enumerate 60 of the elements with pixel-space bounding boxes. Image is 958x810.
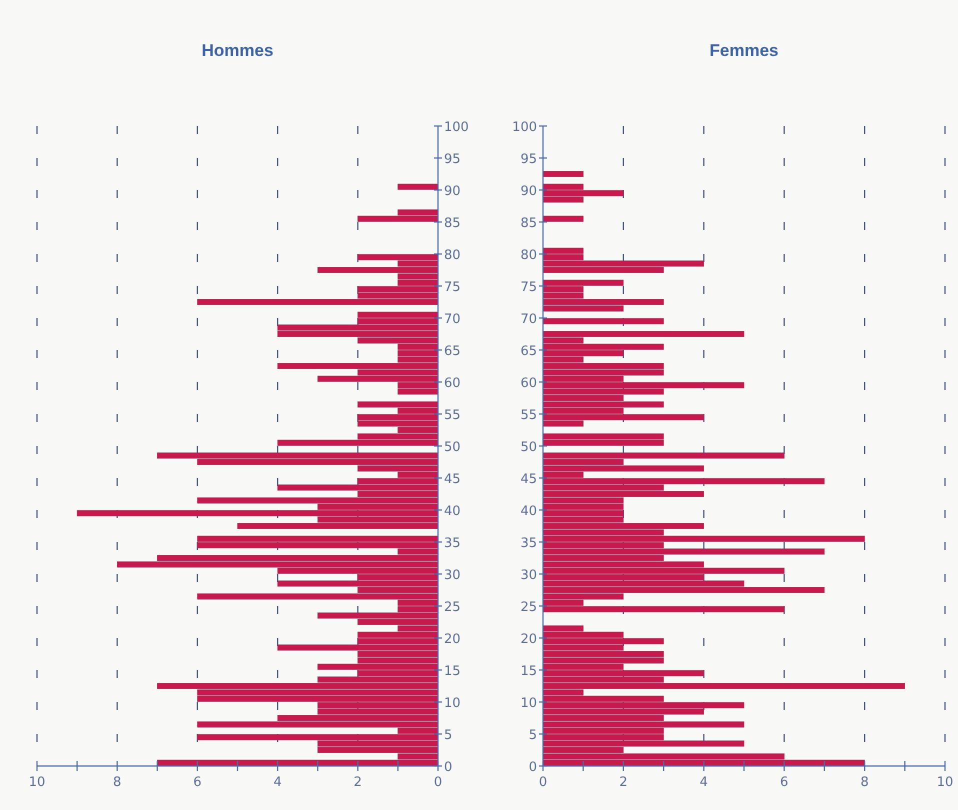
y-tick-label: 90 xyxy=(520,184,537,199)
y-tick-label: 0 xyxy=(528,760,537,775)
y-tick-label: 15 xyxy=(520,664,537,679)
x-tick-label: 0 xyxy=(538,775,548,790)
x-tick-label: 10 xyxy=(936,775,954,790)
y-tick-label: 60 xyxy=(520,376,537,391)
y-tick-label: 25 xyxy=(444,600,461,615)
y-tick-label: 100 xyxy=(512,120,537,135)
bar xyxy=(398,184,438,190)
x-tick-label: 6 xyxy=(780,775,788,790)
y-tick-label: 95 xyxy=(520,152,537,167)
y-tick-label: 80 xyxy=(444,248,461,263)
y-tick-label: 70 xyxy=(520,312,537,327)
x-tick-label: 8 xyxy=(860,775,869,790)
y-tick-label: 85 xyxy=(444,216,461,231)
y-tick-label: 45 xyxy=(520,472,537,487)
y-tick-label: 100 xyxy=(444,120,469,135)
y-tick-label: 20 xyxy=(444,632,461,647)
x-tick-label: 10 xyxy=(28,775,46,790)
y-tick-label: 0 xyxy=(444,760,452,775)
y-tick-label: 30 xyxy=(444,568,461,583)
y-tick-label: 65 xyxy=(444,344,461,359)
y-tick-label: 60 xyxy=(444,376,461,391)
y-tick-label: 95 xyxy=(444,152,461,167)
x-tick-label: 4 xyxy=(700,775,708,790)
y-tick-label: 10 xyxy=(520,696,537,711)
y-tick-label: 35 xyxy=(444,536,461,551)
y-tick-label: 70 xyxy=(444,312,461,327)
x-tick-label: 6 xyxy=(193,775,202,790)
chart-title: Femmes xyxy=(710,41,778,60)
y-tick-label: 5 xyxy=(528,728,537,743)
y-tick-label: 50 xyxy=(520,440,537,455)
x-tick-label: 2 xyxy=(619,775,628,790)
x-tick-label: 8 xyxy=(113,775,122,790)
y-tick-label: 45 xyxy=(444,472,461,487)
y-tick-label: 30 xyxy=(520,568,537,583)
bar xyxy=(542,318,664,324)
y-tick-label: 40 xyxy=(520,504,537,519)
y-tick-label: 15 xyxy=(444,664,461,679)
y-tick-label: 85 xyxy=(520,216,537,231)
y-tick-label: 40 xyxy=(444,504,461,519)
y-tick-label: 5 xyxy=(444,728,452,743)
chart-title: Hommes xyxy=(202,41,274,60)
y-tick-label: 35 xyxy=(520,536,537,551)
x-tick-label: 0 xyxy=(434,775,442,790)
y-tick-label: 10 xyxy=(444,696,461,711)
y-tick-label: 90 xyxy=(444,184,461,199)
x-tick-label: 2 xyxy=(354,775,362,790)
bar xyxy=(542,171,584,177)
y-tick-label: 25 xyxy=(520,600,537,615)
x-tick-label: 4 xyxy=(273,775,282,790)
y-tick-label: 55 xyxy=(520,408,537,423)
y-tick-label: 50 xyxy=(444,440,461,455)
bar xyxy=(542,216,584,222)
y-tick-label: 20 xyxy=(520,632,537,647)
y-tick-label: 75 xyxy=(444,280,461,295)
y-tick-label: 65 xyxy=(520,344,537,359)
y-tick-label: 75 xyxy=(520,280,537,295)
y-tick-label: 80 xyxy=(520,248,537,263)
y-tick-label: 55 xyxy=(444,408,461,423)
